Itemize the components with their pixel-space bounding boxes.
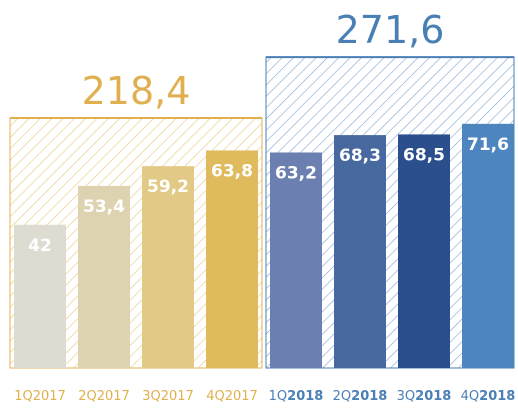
x-tick-label: 4Q2018 — [461, 389, 516, 404]
x-tick-label: 2Q2017 — [78, 389, 130, 404]
x-tick-label: 2Q2018 — [333, 389, 388, 404]
bar — [14, 224, 66, 368]
quarter: 4Q — [461, 389, 480, 404]
x-tick-label: 1Q2018 — [269, 389, 324, 404]
value-label: 68,5 — [403, 145, 445, 165]
value-label: 63,8 — [211, 161, 253, 181]
x-tick-label: 3Q2018 — [397, 389, 452, 404]
bar — [206, 150, 258, 368]
bar — [142, 166, 194, 368]
bar — [398, 134, 450, 368]
value-label: 63,2 — [275, 163, 317, 183]
year: 2018 — [479, 389, 515, 404]
quarter: 3Q — [397, 389, 416, 404]
year: 2018 — [415, 389, 451, 404]
bar — [78, 185, 130, 368]
value-label: 71,6 — [467, 135, 509, 155]
quarter: 2Q — [333, 389, 352, 404]
value-label: 53,4 — [83, 197, 125, 217]
x-tick-label: 1Q2017 — [14, 389, 66, 404]
x-tick-label: 4Q2017 — [206, 389, 258, 404]
x-tick-label: 3Q2017 — [142, 389, 194, 404]
value-label: 42 — [28, 236, 52, 256]
bar — [462, 123, 514, 369]
quarter: 1Q — [269, 389, 288, 404]
value-label: 59,2 — [147, 177, 189, 197]
total-label: 218,4 — [82, 69, 191, 113]
bar — [270, 152, 322, 368]
total-label: 271,6 — [336, 8, 445, 52]
year: 2018 — [287, 389, 323, 404]
year: 2018 — [351, 389, 387, 404]
value-label: 68,3 — [339, 146, 381, 166]
bar — [334, 135, 386, 368]
